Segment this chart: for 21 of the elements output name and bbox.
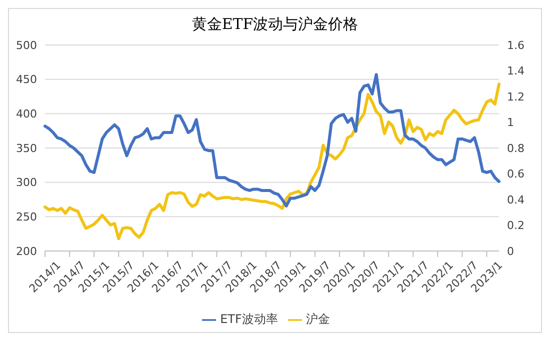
chart-title: 黄金ETF波动与沪金价格 (190, 14, 360, 35)
y2-tick-label: 1.6 (507, 38, 524, 52)
y2-tick-label: 1.2 (507, 90, 524, 104)
y2-tick-label: 0.2 (507, 219, 524, 232)
y2-tick-label: 0.8 (507, 142, 524, 155)
y-tick-label: 250 (16, 210, 37, 224)
line-series (44, 82, 500, 240)
y-tick-label: 400 (16, 108, 37, 121)
legend-label: ETF波动率 (220, 312, 278, 326)
y-tick-label: 200 (16, 244, 37, 258)
y2-tick-label: 0 (507, 244, 514, 258)
line-series (44, 73, 500, 208)
y-tick-label: 350 (16, 142, 37, 155)
y-tick-label: 300 (16, 176, 37, 190)
legend-label: 沪金 (306, 312, 330, 326)
y-tick-label: 500 (16, 38, 37, 52)
y2-tick-label: 1.4 (507, 64, 524, 78)
y-tick-label: 450 (16, 73, 37, 86)
y2-tick-label: 0.6 (507, 168, 524, 181)
y2-tick-label: 0.4 (507, 193, 524, 206)
y2-tick-label: 1 (507, 116, 514, 130)
